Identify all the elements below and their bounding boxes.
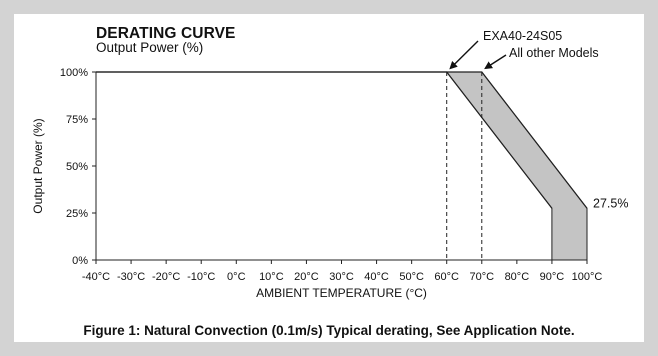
y-tick-label: 0% <box>72 255 88 267</box>
figure-caption: Figure 1: Natural Convection (0.1m/s) Ty… <box>83 323 575 338</box>
x-tick-label: 100°C <box>572 271 603 283</box>
chart-subtitle: Output Power (%) <box>96 40 204 55</box>
annotation-end-value: 27.5% <box>593 196 628 210</box>
x-tick-label: 30°C <box>329 271 354 283</box>
y-tick-label: 50% <box>66 161 88 173</box>
x-tick-label: -40°C <box>82 271 110 283</box>
x-tick-label: 40°C <box>364 271 389 283</box>
y-tick-label: 25% <box>66 208 88 220</box>
annotation-exa40-24s05: EXA40-24S05 <box>483 29 562 43</box>
x-tick-label: 0°C <box>227 271 246 283</box>
x-tick-label: 10°C <box>259 271 284 283</box>
arrow-all-other-models <box>484 54 507 70</box>
x-tick-label: 20°C <box>294 271 319 283</box>
y-axis-title: Output Power (%) <box>31 118 45 213</box>
x-tick-label: 70°C <box>469 271 494 283</box>
x-tick-label: 60°C <box>434 271 459 283</box>
x-tick-label: -20°C <box>152 271 180 283</box>
x-tick-label: -30°C <box>117 271 145 283</box>
x-tick-label: 80°C <box>505 271 530 283</box>
x-tick-label: -10°C <box>187 271 215 283</box>
x-axis-title: AMBIENT TEMPERATURE (°C) <box>256 286 427 300</box>
chart-title: DERATING CURVE <box>96 25 236 42</box>
y-tick-label: 75% <box>66 114 88 126</box>
annotation-all-other-models: All other Models <box>509 46 599 60</box>
x-tick-label: 90°C <box>540 271 565 283</box>
y-tick-label: 100% <box>60 67 88 79</box>
arrow-exa40-24s05 <box>449 40 479 70</box>
x-tick-label: 50°C <box>399 271 424 283</box>
